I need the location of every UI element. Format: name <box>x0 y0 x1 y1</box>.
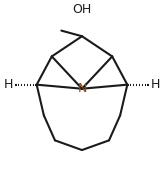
Text: OH: OH <box>72 3 92 16</box>
Text: H: H <box>3 78 13 91</box>
Text: N: N <box>77 82 87 95</box>
Text: H: H <box>151 78 161 91</box>
